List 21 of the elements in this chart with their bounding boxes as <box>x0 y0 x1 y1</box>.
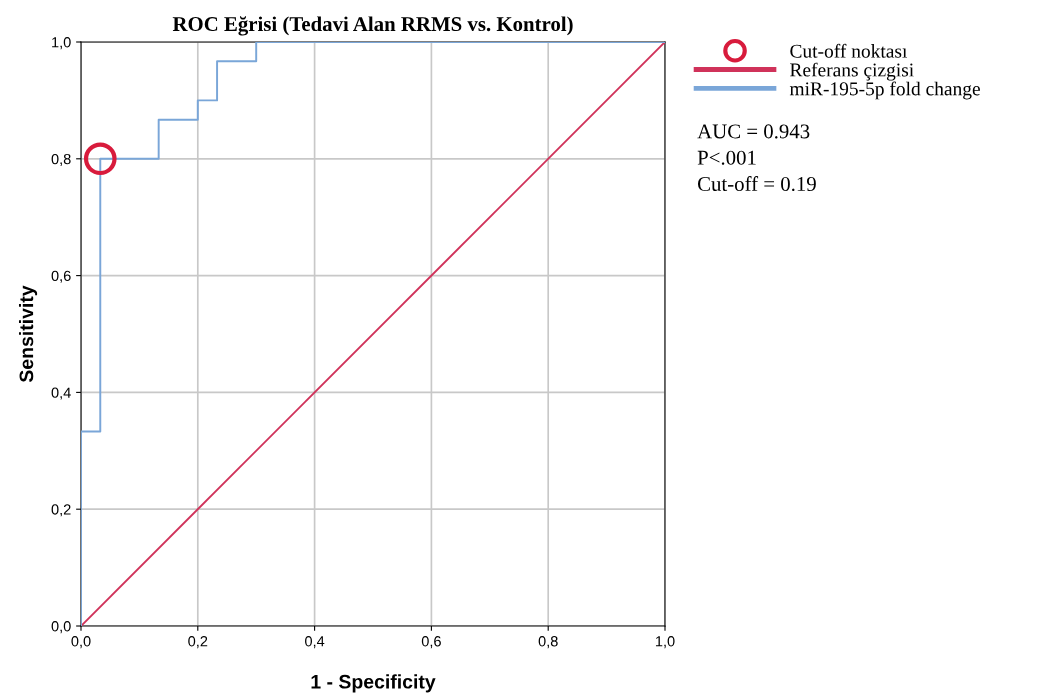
x-tick-label: 0,4 <box>305 636 325 649</box>
legend-label: Referans çizgisi <box>790 62 914 81</box>
legend-label: Cut-off noktası <box>790 43 908 58</box>
x-tick-label: 0,2 <box>188 636 208 649</box>
x-tick-label: 1,0 <box>655 636 675 649</box>
x-tick-label: 0,8 <box>538 636 558 649</box>
y-tick-label: 0,8 <box>51 153 71 166</box>
y-axis-title: Sensitivity <box>18 285 38 383</box>
text: Cut-off = 0.19 <box>697 176 816 192</box>
y-tick-label: 0,2 <box>51 504 71 517</box>
legend-label: miR-195-5p fold change <box>789 81 980 100</box>
chart-title: ROC Eğrisi (Tedavi Alan RRMS vs. Kontrol) <box>172 16 573 36</box>
text: P<.001 <box>697 150 756 165</box>
text: AUC = 0.943 <box>697 124 810 139</box>
y-tick-label: 1,0 <box>52 37 71 50</box>
x-tick-label: 0,0 <box>71 636 91 649</box>
x-axis-title: 1 - Specificity <box>311 674 436 693</box>
x-tick-label: 0,6 <box>421 636 441 649</box>
y-tick-label: 0,0 <box>51 621 71 634</box>
y-tick-label: 0,6 <box>51 270 71 283</box>
y-tick-label: 0,4 <box>51 387 71 400</box>
